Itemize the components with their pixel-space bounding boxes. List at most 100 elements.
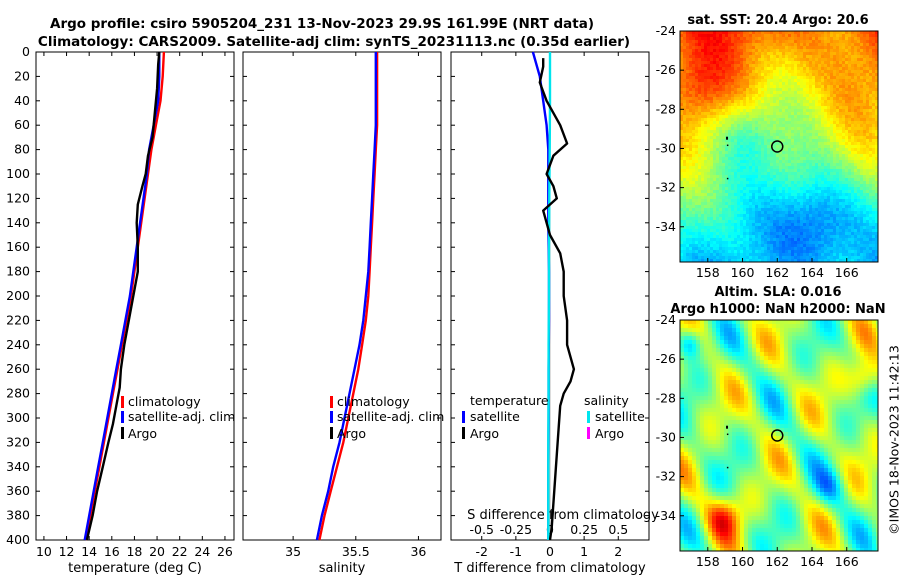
map-cell (734, 67, 738, 71)
map-cell (848, 100, 852, 104)
map-cell (836, 97, 840, 101)
map-cell (836, 214, 840, 218)
map-cell (770, 52, 774, 56)
map-cell (776, 31, 780, 35)
map-cell (860, 172, 864, 176)
map-cell (842, 76, 846, 80)
map-cell (719, 187, 723, 191)
map-cell (779, 37, 783, 41)
map-cell (719, 85, 723, 89)
map-cell (698, 190, 702, 194)
map-cell (800, 226, 804, 230)
map-cell (740, 223, 744, 227)
map-cell (698, 115, 702, 119)
map-cell (860, 70, 864, 74)
map-cell (716, 202, 720, 206)
map-cell (806, 109, 810, 113)
map-cell (740, 34, 744, 38)
map-cell (827, 238, 831, 242)
map-cell (779, 73, 783, 77)
map-cell (770, 160, 774, 164)
map-cell (845, 178, 849, 182)
map-cell (803, 64, 807, 68)
map-cell (797, 112, 801, 116)
map-cell (719, 142, 723, 146)
map-cell (710, 211, 714, 215)
map-cell (821, 217, 825, 221)
map-cell (716, 130, 720, 134)
map-cell (764, 46, 768, 50)
map-cell (854, 214, 858, 218)
map-cell (737, 217, 741, 221)
map-cell (689, 94, 693, 98)
map-cell (695, 154, 699, 158)
map-cell (698, 46, 702, 50)
map-cell (752, 172, 756, 176)
map-cell (731, 172, 735, 176)
map-cell (689, 73, 693, 77)
map-cell (689, 34, 693, 38)
map-cell (767, 64, 771, 68)
map-cell (800, 76, 804, 80)
map-cell (830, 196, 834, 200)
map-cell (713, 232, 717, 236)
map-cell (791, 43, 795, 47)
map-cell (701, 166, 705, 170)
map-cell (755, 199, 759, 203)
map-cell (821, 166, 825, 170)
map-cell (761, 187, 765, 191)
map-cell (719, 115, 723, 119)
map-cell (821, 118, 825, 122)
map-cell (779, 166, 783, 170)
map-cell (806, 172, 810, 176)
map-cell (812, 118, 816, 122)
map-cell (779, 115, 783, 119)
map-cell (716, 103, 720, 107)
map-cell (734, 73, 738, 77)
map-cell (728, 223, 732, 227)
map-cell (827, 73, 831, 77)
map-cell (743, 214, 747, 218)
map-cell (683, 133, 687, 137)
map-cell (845, 82, 849, 86)
map-cell (785, 40, 789, 44)
map-cell (758, 187, 762, 191)
map-cell (761, 121, 765, 125)
map-cell (698, 91, 702, 95)
map-cell (815, 226, 819, 230)
map-cell (812, 112, 816, 116)
map-cell (779, 91, 783, 95)
map-cell (752, 127, 756, 131)
map-cell (683, 73, 687, 77)
map-cell (731, 145, 735, 149)
map-cell (836, 130, 840, 134)
map-cell (734, 136, 738, 140)
map-cell (863, 163, 867, 167)
map-cell (842, 226, 846, 230)
map-cell (782, 187, 786, 191)
map-cell (716, 196, 720, 200)
map-cell (713, 223, 717, 227)
map-cell (746, 121, 750, 125)
map-cell (728, 34, 732, 38)
x-tick-label: 36 (410, 544, 426, 559)
map-cell (734, 148, 738, 152)
map-cell (794, 241, 798, 245)
depth-tick-label: 160 (6, 239, 30, 254)
map-cell (770, 211, 774, 215)
map-cell (725, 58, 729, 62)
map-cell (743, 232, 747, 236)
map-cell (875, 97, 878, 101)
map-cell (839, 214, 843, 218)
map-cell (725, 184, 729, 188)
map-cell (791, 130, 795, 134)
map-cell (704, 148, 708, 152)
map-cell (686, 172, 690, 176)
map-cell (797, 82, 801, 86)
map-cell (851, 148, 855, 152)
map-cell (740, 190, 744, 194)
map-cell (812, 163, 816, 167)
map-cell (851, 172, 855, 176)
map-cell (767, 118, 771, 122)
map-cell (875, 196, 878, 200)
